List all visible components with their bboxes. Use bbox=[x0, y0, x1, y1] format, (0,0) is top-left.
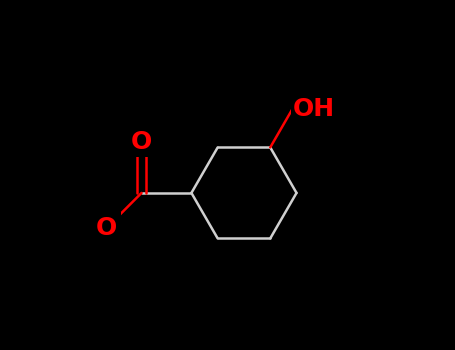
Text: OH: OH bbox=[293, 97, 335, 120]
Text: O: O bbox=[96, 216, 117, 240]
Text: O: O bbox=[131, 130, 152, 154]
